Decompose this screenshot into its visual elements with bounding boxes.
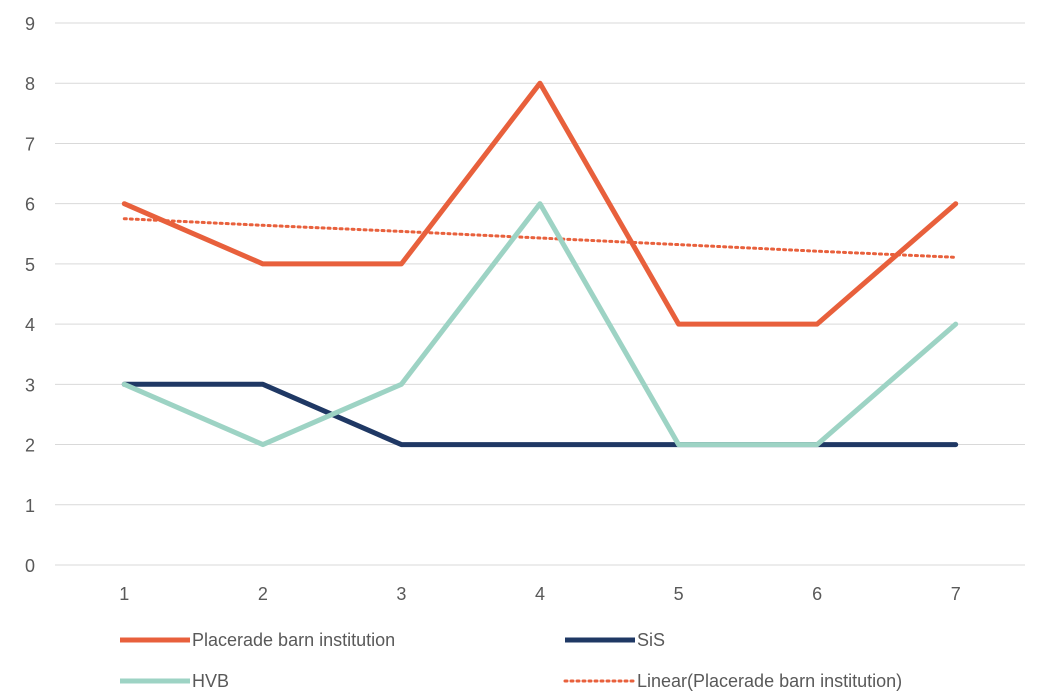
x-tick-label: 2 (258, 584, 268, 604)
y-tick-label: 8 (25, 74, 35, 94)
legend-item-hvb: HVB (120, 671, 229, 691)
trendline-linear-placerade (122, 217, 958, 259)
legend-item-placerade: Placerade barn institution (120, 630, 395, 650)
x-axis-tick-labels: 1 2 3 4 5 6 7 (119, 584, 960, 604)
y-tick-label: 6 (25, 195, 35, 215)
series-line-placerade-barn-institution (121, 80, 959, 327)
gridlines (55, 22, 1025, 566)
legend-item-linear-trend: Linear(Placerade barn institution) (563, 671, 902, 691)
y-tick-label: 2 (25, 436, 35, 456)
legend-item-sis: SiS (565, 630, 665, 650)
x-tick-label: 4 (535, 584, 545, 604)
x-tick-label: 6 (812, 584, 822, 604)
legend-label: HVB (192, 671, 229, 691)
series-line-hvb (121, 201, 959, 448)
y-tick-label: 5 (25, 255, 35, 275)
legend-label: Linear(Placerade barn institution) (637, 671, 902, 691)
y-tick-label: 3 (25, 375, 35, 395)
y-tick-label: 4 (25, 315, 35, 335)
x-tick-label: 3 (396, 584, 406, 604)
legend-label: Placerade barn institution (192, 630, 395, 650)
legend-label: SiS (637, 630, 665, 650)
y-tick-label: 7 (25, 134, 35, 154)
series-lines (121, 80, 959, 448)
y-tick-label: 0 (25, 556, 35, 576)
legend: Placerade barn institution SiS HVB Linear(P… (120, 630, 902, 691)
y-tick-label: 1 (25, 496, 35, 516)
x-tick-label: 5 (674, 584, 684, 604)
x-tick-label: 1 (119, 584, 129, 604)
y-tick-label: 9 (25, 14, 35, 34)
y-axis-tick-labels: 0 1 2 3 4 5 6 7 8 9 (25, 14, 35, 576)
x-tick-label: 7 (951, 584, 961, 604)
